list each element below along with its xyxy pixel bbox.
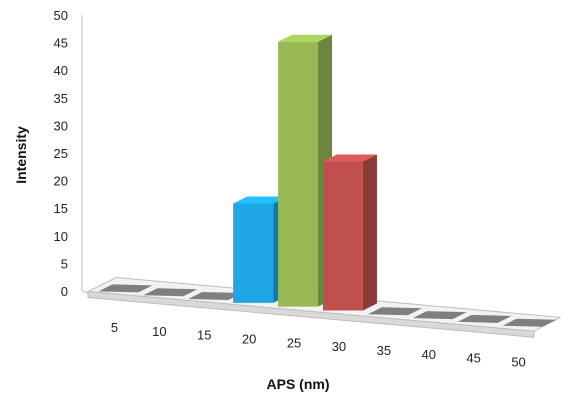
- chart-bars: [98, 34, 557, 327]
- bar-zero: [457, 314, 512, 323]
- x-tick-label: 40: [422, 347, 436, 362]
- x-tick-label: 5: [111, 320, 118, 335]
- y-axis-foot: [81, 290, 89, 294]
- floor-front: [87, 290, 535, 338]
- bar-top: [278, 34, 333, 42]
- x-tick-label: 10: [152, 324, 166, 339]
- bar-side: [362, 154, 377, 311]
- y-tick-label: 50: [54, 8, 68, 23]
- chart-tick-labels: 0 5 10 15 20 25 30 35 40 45 50 5 10 15 20 25 30 35 40 45 50: [54, 8, 526, 369]
- bar: [502, 318, 557, 327]
- bar-zero: [143, 288, 198, 297]
- bar-zero: [188, 292, 243, 301]
- y-tick-label: 5: [61, 256, 68, 271]
- x-tick-label: 15: [197, 328, 211, 343]
- y-tick-label: 20: [54, 174, 68, 189]
- x-tick-label: 30: [332, 339, 346, 354]
- y-tick-label: 10: [54, 229, 68, 244]
- y-tick-label: 15: [54, 201, 68, 216]
- y-tick-label: 30: [54, 118, 68, 133]
- bar: [412, 311, 467, 320]
- bar-front: [278, 41, 319, 307]
- bar-front: [322, 161, 363, 311]
- x-tick-label: 35: [377, 343, 391, 358]
- bar-top: [233, 196, 288, 204]
- x-tick-label: 25: [287, 335, 301, 350]
- bar: [367, 307, 422, 316]
- bar-top: [322, 154, 377, 162]
- x-tick-label: 20: [242, 332, 256, 347]
- bar: [188, 292, 243, 301]
- x-axis-title: APS (nm): [267, 376, 330, 392]
- y-tick-label: 25: [54, 146, 68, 161]
- y-tick-label: 40: [54, 63, 68, 78]
- chart-axes: [81, 15, 89, 294]
- bar: [457, 314, 512, 323]
- bar-zero: [502, 318, 557, 327]
- y-axis-title: Intensity: [13, 126, 29, 184]
- bar: [98, 284, 153, 293]
- bar-zero: [98, 284, 153, 293]
- bar: [278, 34, 333, 307]
- bar-zero: [367, 307, 422, 316]
- x-tick-label: 45: [466, 351, 480, 366]
- bar: [143, 288, 198, 297]
- bar-front: [233, 203, 274, 303]
- bar-zero: [412, 311, 467, 320]
- x-tick-label: 50: [511, 354, 525, 369]
- y-tick-label: 35: [54, 91, 68, 106]
- bar: [322, 154, 377, 311]
- y-tick-label: 0: [61, 284, 68, 299]
- y-tick-label: 45: [54, 36, 68, 51]
